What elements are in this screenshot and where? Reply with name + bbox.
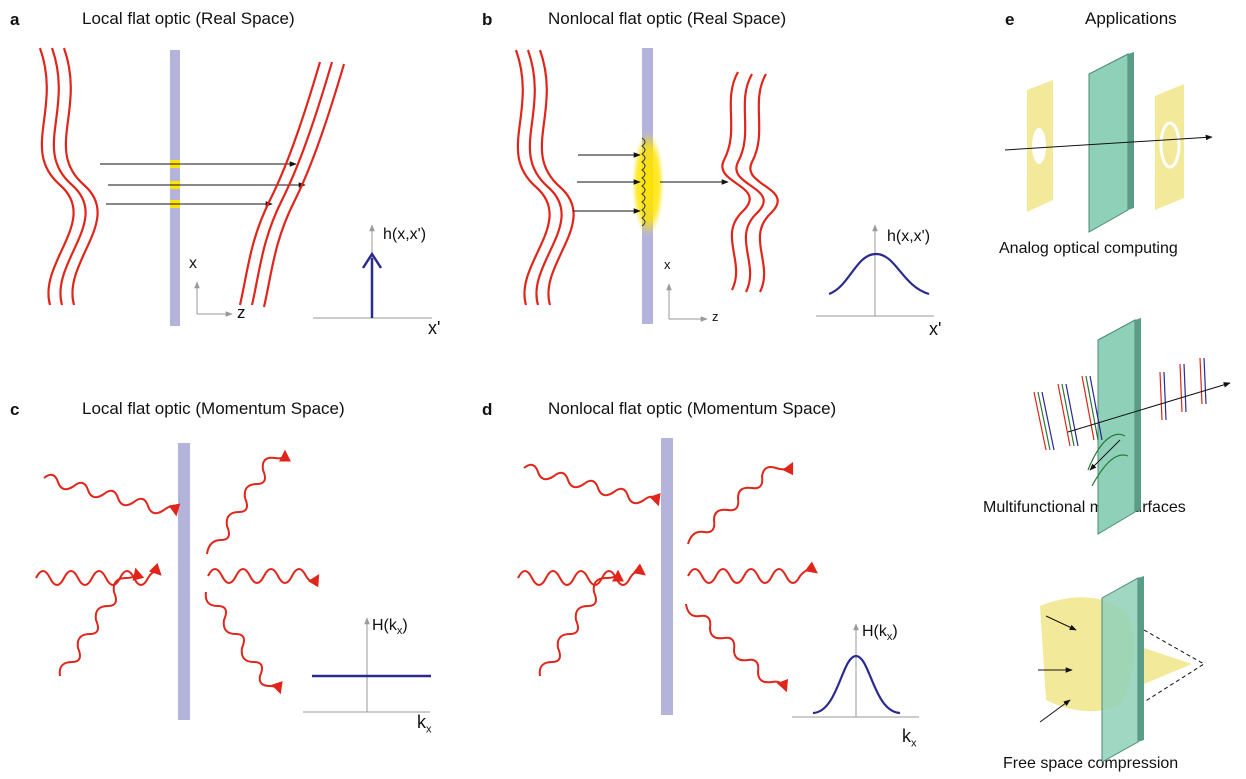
panel-b-x-axis-label: x (664, 257, 671, 272)
panel-b-axes (666, 283, 708, 322)
panel-c-incident-waves (35, 473, 181, 677)
panel-c-func-main: H(k (372, 617, 397, 634)
app3-plate (1101, 577, 1139, 763)
app3-uncompressed-focus (1143, 629, 1205, 703)
app-analog-computing-graphic (1004, 52, 1213, 233)
panel-c-k-sub: x (426, 723, 432, 736)
panel-d-slab (661, 438, 673, 715)
panel-b-func-label: h(x,x') (887, 228, 931, 245)
panel-b-z-axis-label: z (712, 309, 719, 324)
panel-c-graphic (35, 443, 431, 720)
panel-d-k-sub: x (911, 737, 917, 750)
panel-b-rays (573, 152, 729, 214)
app1-beam (1004, 134, 1213, 151)
panel-d-incident-waves (517, 463, 661, 677)
panel-c-label: c (10, 400, 20, 419)
panel-a-x-axis-label: x (189, 255, 197, 272)
panel-a-h-plot (313, 224, 432, 319)
app2-beam-deflected (1089, 439, 1121, 471)
panel-a-incident-waves (38, 47, 99, 306)
app-caption-free-space: Free space compression (1003, 755, 1179, 772)
panel-a-axes (194, 281, 233, 317)
panel-c-slab (178, 443, 190, 720)
app2-output-wavefronts (1159, 357, 1207, 421)
panel-c-func-close: ) (402, 617, 408, 634)
app2-input-wavefronts (1033, 375, 1103, 451)
panel-b-incident-waves (514, 49, 575, 306)
panel-a-func-label: h(x,x') (383, 226, 427, 243)
app2-plate-edge (1135, 318, 1141, 512)
panel-c-func-label: H(kx) (372, 617, 408, 637)
panel-a-title: Local flat optic (Real Space) (82, 9, 295, 28)
panel-a-label: a (10, 10, 20, 29)
panel-a-rays (100, 161, 306, 207)
app1-output-mask (1155, 84, 1184, 210)
app3-focus-cone (1144, 648, 1192, 684)
panel-c-H-plot (303, 617, 431, 713)
app-multifunctional-graphic (1033, 318, 1231, 535)
panel-a-xprime-label: x' (428, 318, 441, 338)
panel-d-k-main: k (902, 726, 911, 746)
panel-b-title: Nonlocal flat optic (Real Space) (548, 9, 787, 28)
panel-e-label: e (1005, 10, 1015, 29)
panel-c-output-waves (204, 449, 320, 695)
panel-c-func-sub: x (396, 625, 403, 638)
app3-rays (1038, 615, 1077, 723)
app1-input-aperture (1032, 128, 1046, 164)
app-free-space-graphic (1038, 576, 1205, 763)
panel-d-func-sub: x (886, 631, 893, 644)
panel-b-h-plot (816, 224, 934, 317)
panel-b-wavy-edge (641, 137, 646, 227)
panel-d-label: d (482, 400, 493, 419)
panel-a-z-axis-label: z (237, 303, 246, 322)
panel-a-output-waves (238, 61, 346, 308)
panel-c-k-main: k (417, 712, 426, 732)
panel-c-title: Local flat optic (Momentum Space) (82, 399, 345, 418)
app-caption-analog-computing: Analog optical computing (999, 240, 1178, 257)
panel-d-output-waves (685, 461, 818, 693)
app2-plate (1097, 319, 1136, 535)
panel-e-title: Applications (1085, 9, 1177, 28)
panel-d-func-label: H(kx) (862, 623, 898, 643)
panel-b-output-waves (721, 71, 779, 293)
panel-d-func-main: H(k (862, 623, 887, 640)
panel-d-H-plot (792, 623, 919, 718)
panel-b-xprime-label: x' (929, 319, 942, 339)
app1-plate-edge (1128, 52, 1134, 210)
panel-c-k-label: kx (417, 712, 432, 736)
app3-plate-edge (1138, 576, 1144, 742)
panel-a-graphic (38, 47, 432, 326)
panel-d-graphic (517, 438, 919, 718)
panel-b-glow (632, 132, 664, 236)
panel-b-label: b (482, 10, 493, 29)
panel-d-func-close: ) (892, 623, 898, 640)
panel-d-title: Nonlocal flat optic (Momentum Space) (548, 399, 837, 418)
panel-b-graphic (514, 48, 934, 324)
panel-d-k-label: kx (902, 726, 917, 750)
app2-beam (1067, 382, 1231, 433)
app1-output-ring (1159, 121, 1181, 169)
